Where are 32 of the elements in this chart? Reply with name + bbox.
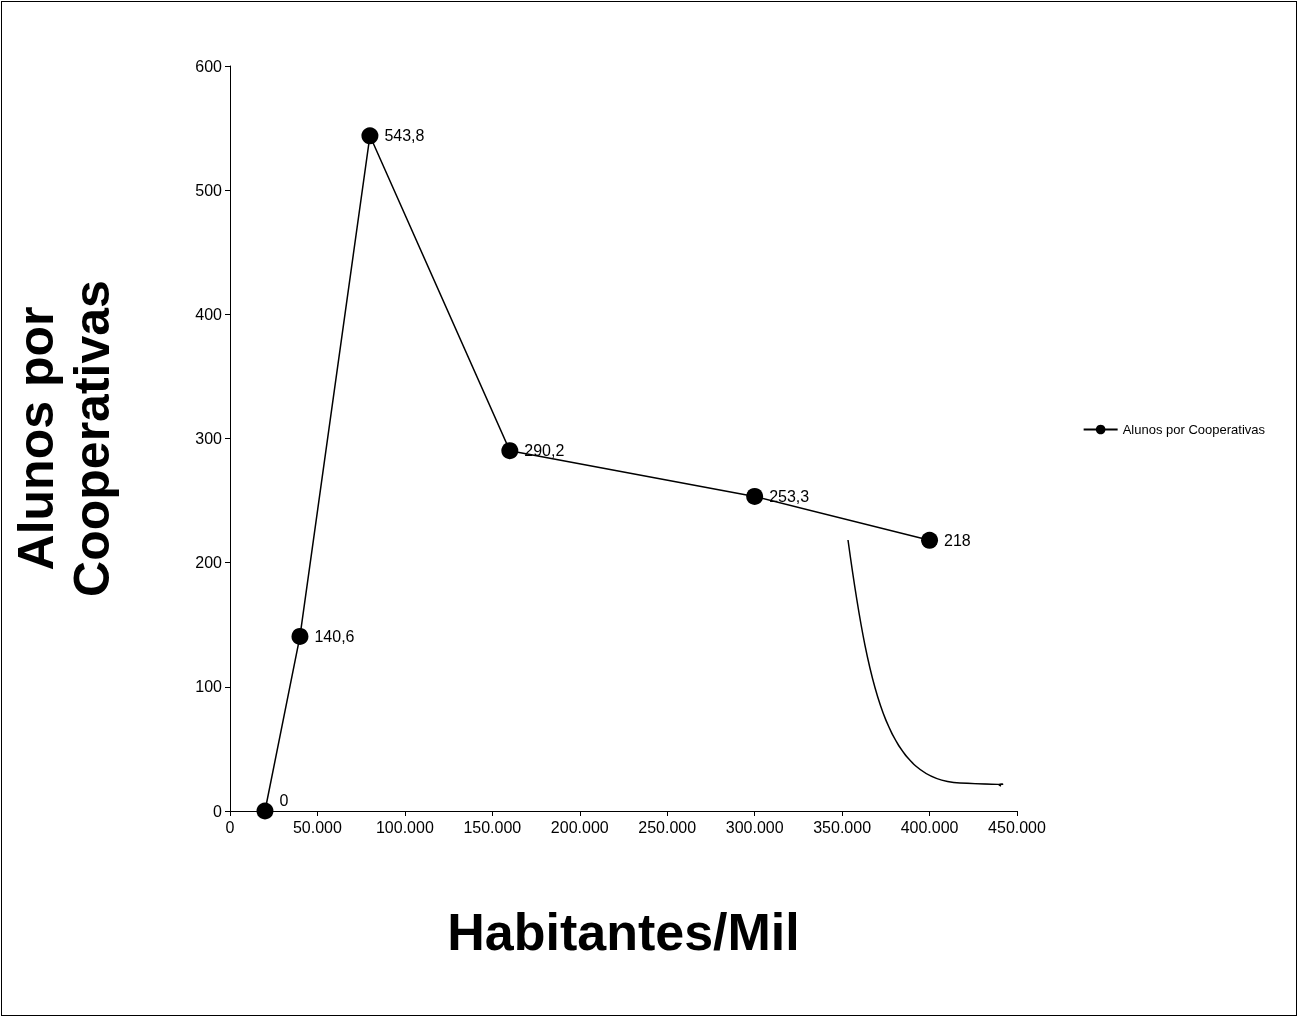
data-label: 543,8 [384,127,425,145]
x-tick-label: 400.000 [900,818,959,836]
point [746,487,764,505]
point [361,127,379,145]
point [291,627,309,645]
x-tick-label: 0 [225,818,235,836]
x-tick-label: 350.000 [813,818,872,836]
data-label: 140,6 [314,627,355,645]
x-tick-label: 250.000 [638,818,697,836]
data-label: 0 [279,791,289,809]
y-tick-label: 0 [213,802,223,820]
data-label: 218 [944,531,971,549]
point [921,531,939,549]
y-tick-label: 600 [195,57,223,75]
y-axis-title: Alunos por Cooperativas [8,280,120,597]
x-tick-label: 150.000 [463,818,522,836]
x-tick-label: 300.000 [725,818,784,836]
point [256,802,274,820]
y-tick-label: 200 [195,554,223,572]
data-label: 253,3 [769,487,810,505]
x-axis-title: Habitantes/Mil [447,903,800,961]
x-tick-label: 450.000 [988,818,1047,836]
y-tick-label: 300 [195,430,223,447]
point [501,442,519,460]
y-tick-label: 400 [195,305,223,323]
y-tick-label: 100 [195,678,223,696]
x-tick-label: 100.000 [375,818,434,836]
legend-label: Alunos por Cooperativas [1122,422,1266,437]
x-tick-label: 50.000 [292,818,343,836]
data-label: 290,2 [524,442,565,460]
x-tick-label: 200.000 [550,818,609,836]
y-tick-label: 500 [195,181,223,199]
